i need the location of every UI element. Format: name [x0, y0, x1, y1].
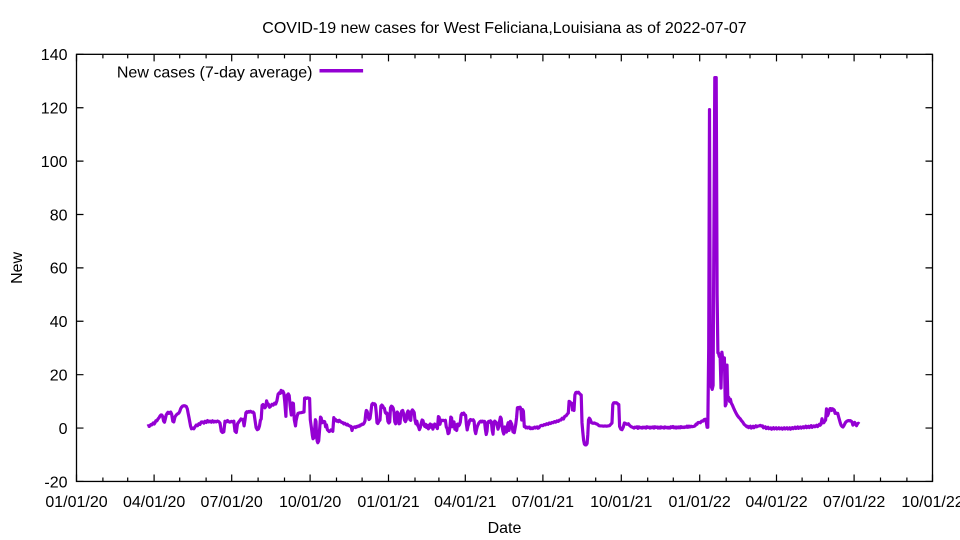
svg-text:07/01/22: 07/01/22: [823, 494, 885, 511]
svg-text:40: 40: [50, 314, 68, 331]
svg-text:04/01/22: 04/01/22: [745, 494, 807, 511]
svg-text:120: 120: [41, 101, 68, 118]
svg-text:10/01/21: 10/01/21: [590, 494, 652, 511]
svg-text:140: 140: [41, 47, 68, 64]
svg-text:COVID-19 new cases for West Fe: COVID-19 new cases for West Feliciana,Lo…: [262, 20, 747, 37]
svg-text:80: 80: [50, 207, 68, 224]
svg-text:04/01/20: 04/01/20: [123, 494, 185, 511]
svg-text:10/01/22: 10/01/22: [901, 494, 960, 511]
svg-text:-20: -20: [44, 474, 67, 491]
svg-text:Date: Date: [488, 520, 522, 537]
svg-text:60: 60: [50, 261, 68, 278]
svg-text:07/01/21: 07/01/21: [512, 494, 574, 511]
svg-text:0: 0: [59, 421, 68, 438]
svg-text:07/01/20: 07/01/20: [201, 494, 263, 511]
svg-text:20: 20: [50, 367, 68, 384]
svg-text:10/01/20: 10/01/20: [279, 494, 341, 511]
svg-text:01/01/21: 01/01/21: [357, 494, 419, 511]
svg-text:New: New: [9, 251, 26, 283]
svg-text:01/01/20: 01/01/20: [45, 494, 107, 511]
svg-text:100: 100: [41, 154, 68, 171]
svg-text:New cases (7-day average): New cases (7-day average): [117, 64, 313, 81]
svg-text:04/01/21: 04/01/21: [434, 494, 496, 511]
svg-text:01/01/22: 01/01/22: [669, 494, 731, 511]
